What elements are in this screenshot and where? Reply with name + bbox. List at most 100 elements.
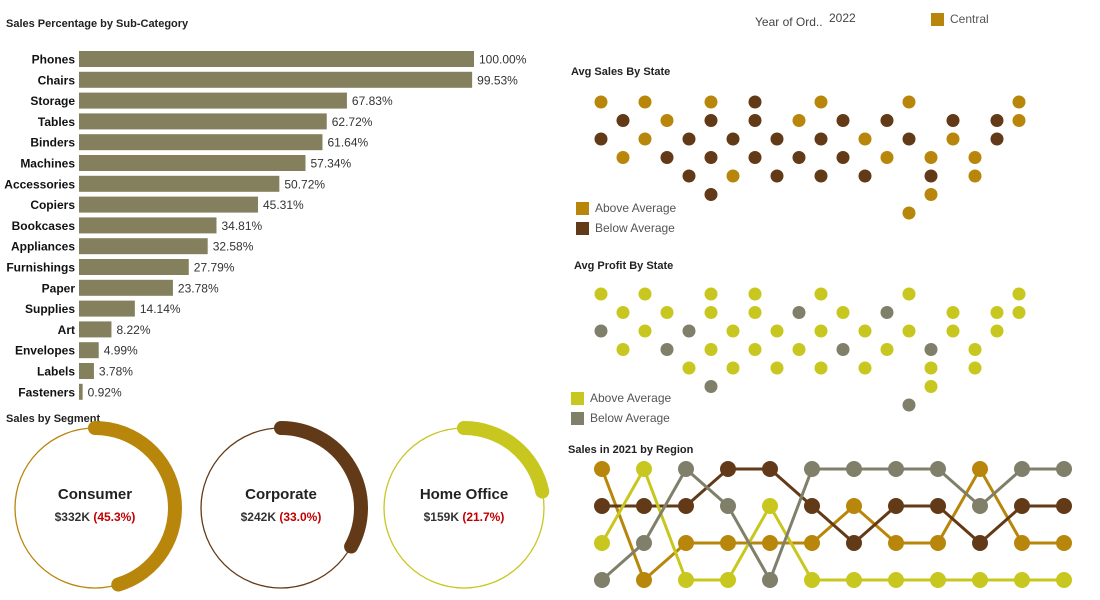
region-point[interactable] bbox=[972, 535, 988, 551]
segment-donut[interactable]: Home Office $159K (21.7%) bbox=[383, 421, 550, 589]
region-point[interactable] bbox=[594, 498, 610, 514]
bar[interactable] bbox=[79, 363, 94, 379]
state-dot[interactable] bbox=[704, 114, 718, 127]
state-dot[interactable] bbox=[902, 95, 916, 109]
region-point[interactable] bbox=[888, 535, 904, 551]
state-dot[interactable] bbox=[814, 287, 828, 301]
state-dot[interactable] bbox=[946, 114, 960, 127]
state-dot[interactable] bbox=[990, 306, 1004, 319]
state-dot[interactable] bbox=[1012, 306, 1026, 319]
bar[interactable] bbox=[79, 217, 217, 234]
state-dot[interactable] bbox=[1012, 95, 1026, 109]
region-legend[interactable]: Central bbox=[931, 12, 989, 26]
region-point[interactable] bbox=[762, 535, 778, 551]
region-point[interactable] bbox=[636, 572, 652, 588]
bar[interactable] bbox=[79, 155, 306, 171]
segment-donut[interactable]: Consumer $332K (45.3%) bbox=[14, 421, 182, 592]
region-point[interactable] bbox=[804, 498, 820, 514]
state-dot[interactable] bbox=[858, 169, 872, 183]
state-dot[interactable] bbox=[814, 132, 828, 146]
state-dot[interactable] bbox=[902, 324, 916, 338]
region-point[interactable] bbox=[930, 498, 946, 514]
region-point[interactable] bbox=[720, 461, 736, 477]
state-dot[interactable] bbox=[814, 361, 828, 375]
state-dot[interactable] bbox=[616, 151, 630, 164]
state-dot[interactable] bbox=[858, 361, 872, 375]
region-point[interactable] bbox=[1014, 461, 1030, 477]
state-dot[interactable] bbox=[638, 287, 652, 301]
region-point[interactable] bbox=[1056, 498, 1072, 514]
bar[interactable] bbox=[79, 51, 474, 67]
state-dot[interactable] bbox=[726, 169, 740, 183]
state-dot[interactable] bbox=[814, 324, 828, 338]
state-dot[interactable] bbox=[704, 343, 718, 356]
region-point[interactable] bbox=[888, 461, 904, 477]
state-dot[interactable] bbox=[682, 132, 696, 146]
state-dot[interactable] bbox=[902, 206, 916, 220]
region-point[interactable] bbox=[678, 461, 694, 477]
state-dot[interactable] bbox=[924, 361, 938, 375]
state-dot[interactable] bbox=[990, 324, 1004, 338]
bar[interactable] bbox=[79, 196, 258, 213]
region-point[interactable] bbox=[846, 498, 862, 514]
region-point[interactable] bbox=[720, 498, 736, 514]
state-dot[interactable] bbox=[704, 380, 718, 393]
state-dot[interactable] bbox=[748, 114, 762, 127]
region-point[interactable] bbox=[678, 498, 694, 514]
bar[interactable] bbox=[79, 175, 280, 192]
region-point[interactable] bbox=[636, 461, 652, 477]
state-dot[interactable] bbox=[858, 324, 872, 338]
region-point[interactable] bbox=[1014, 535, 1030, 551]
bar[interactable] bbox=[79, 279, 173, 296]
state-dot[interactable] bbox=[770, 324, 784, 338]
state-dot[interactable] bbox=[748, 343, 762, 356]
state-dot[interactable] bbox=[660, 114, 674, 127]
region-point[interactable] bbox=[1056, 572, 1072, 588]
state-dot[interactable] bbox=[616, 343, 630, 356]
bar[interactable] bbox=[79, 300, 135, 317]
region-point[interactable] bbox=[972, 461, 988, 477]
state-dot[interactable] bbox=[946, 324, 960, 338]
state-dot[interactable] bbox=[726, 361, 740, 375]
region-point[interactable] bbox=[1014, 572, 1030, 588]
state-dot[interactable] bbox=[638, 324, 652, 338]
region-point[interactable] bbox=[636, 535, 652, 551]
state-dot[interactable] bbox=[792, 306, 806, 319]
state-dot[interactable] bbox=[748, 306, 762, 319]
region-series-line[interactable] bbox=[602, 467, 1064, 545]
region-point[interactable] bbox=[930, 461, 946, 477]
region-point[interactable] bbox=[972, 498, 988, 514]
state-dot[interactable] bbox=[902, 287, 916, 301]
bar[interactable] bbox=[79, 259, 189, 275]
bar[interactable] bbox=[79, 92, 347, 109]
state-dot[interactable] bbox=[748, 95, 762, 109]
state-dot[interactable] bbox=[594, 95, 608, 109]
region-point[interactable] bbox=[804, 572, 820, 588]
bar[interactable] bbox=[79, 134, 323, 151]
state-dot[interactable] bbox=[726, 132, 740, 146]
region-point[interactable] bbox=[846, 535, 862, 551]
state-dot[interactable] bbox=[836, 151, 850, 164]
state-dot[interactable] bbox=[792, 343, 806, 356]
state-dot[interactable] bbox=[968, 151, 982, 164]
segment-donut[interactable]: Corporate $242K (33.0%) bbox=[200, 421, 368, 589]
state-dot[interactable] bbox=[594, 132, 608, 146]
state-dot[interactable] bbox=[704, 287, 718, 301]
state-dot[interactable] bbox=[946, 132, 960, 146]
state-dot[interactable] bbox=[682, 324, 696, 338]
state-dot[interactable] bbox=[748, 151, 762, 164]
state-dot[interactable] bbox=[880, 114, 894, 127]
bar[interactable] bbox=[79, 383, 83, 400]
state-dot[interactable] bbox=[792, 114, 806, 127]
region-point[interactable] bbox=[762, 572, 778, 588]
region-point[interactable] bbox=[594, 572, 610, 588]
state-dot[interactable] bbox=[836, 114, 850, 127]
state-dot[interactable] bbox=[968, 343, 982, 356]
region-point[interactable] bbox=[678, 535, 694, 551]
state-dot[interactable] bbox=[880, 306, 894, 319]
state-dot[interactable] bbox=[594, 287, 608, 301]
state-dot[interactable] bbox=[660, 343, 674, 356]
region-point[interactable] bbox=[1056, 535, 1072, 551]
region-point[interactable] bbox=[888, 572, 904, 588]
region-point[interactable] bbox=[762, 461, 778, 477]
